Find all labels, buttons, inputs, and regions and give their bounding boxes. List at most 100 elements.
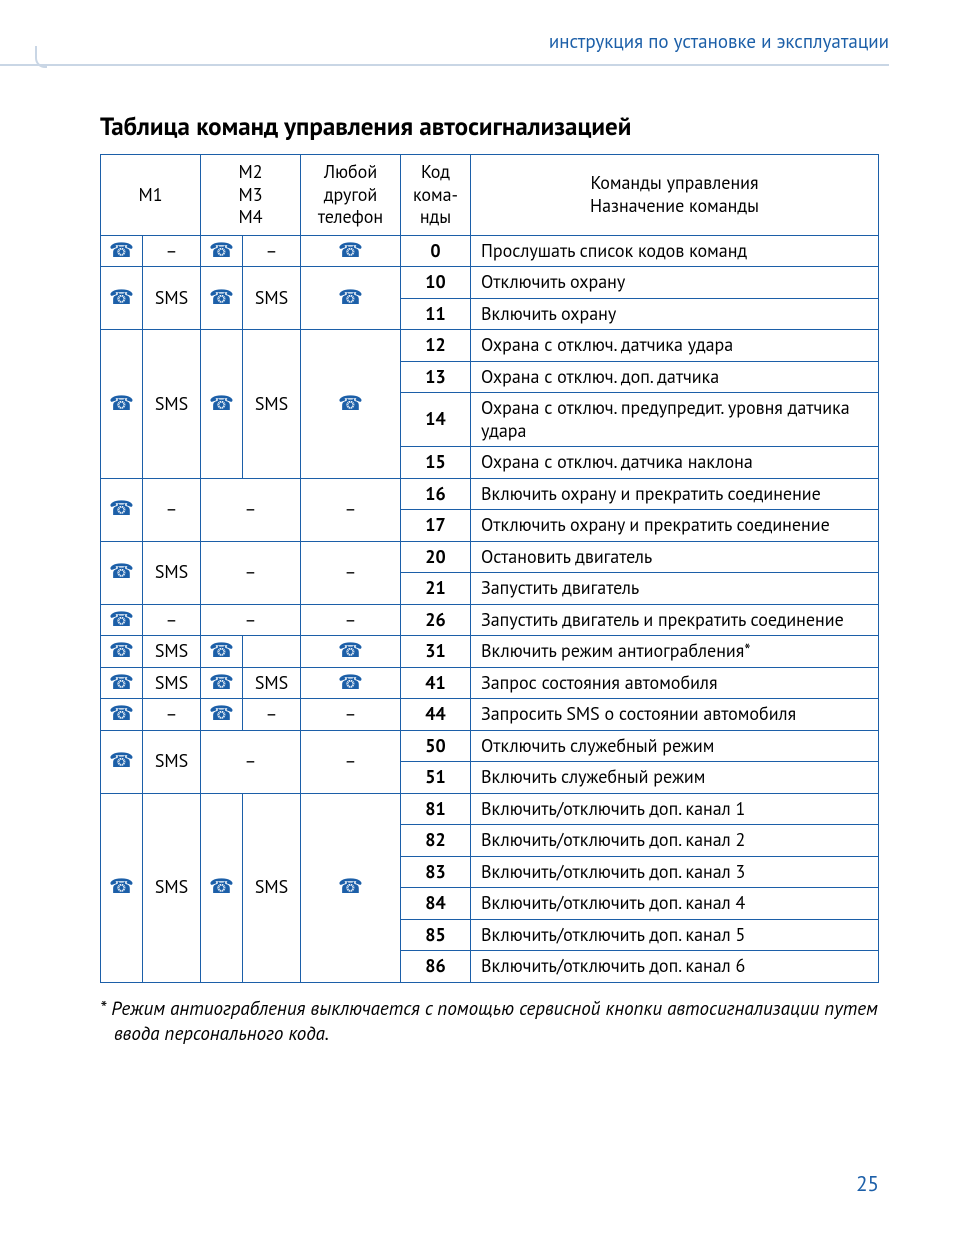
table-row: ☎–☎–☎0Прослушать список кодов команд [101,235,879,267]
th-command: Команды управления Назначение команды [471,155,879,236]
any-phone-cell: – [301,604,401,636]
m1-phone-cell: ☎ [101,604,143,636]
m1-sms-cell: – [143,235,201,267]
m1-sms-cell: SMS [143,267,201,330]
phone-icon: ☎ [209,672,234,692]
command-code: 17 [401,510,471,542]
phone-icon: ☎ [109,640,134,660]
m234-merged-cell: – [201,730,301,793]
m234-sms-cell: – [243,235,301,267]
m1-sms-cell: SMS [143,793,201,982]
m234-sms-cell: SMS [243,793,301,982]
header-rule [0,64,889,66]
command-code: 12 [401,330,471,362]
phone-icon: ☎ [338,393,363,413]
command-desc: Включить/отключить доп. канал 2 [471,825,879,857]
phone-icon: ☎ [109,703,134,723]
any-phone-cell: ☎ [301,330,401,479]
m1-phone-cell: ☎ [101,235,143,267]
command-code: 10 [401,267,471,299]
table-row: ☎–––26Запустить двигатель и прекратить с… [101,604,879,636]
command-desc: Включить/отключить доп. канал 5 [471,919,879,951]
command-desc: Включить/отключить доп. канал 1 [471,793,879,825]
table-header: M1 M2 M3 M4 Любой другой телефон Код ком… [101,155,879,236]
command-desc: Запустить двигатель и прекратить соедине… [471,604,879,636]
command-desc: Прослушать список кодов команд [471,235,879,267]
command-code: 31 [401,636,471,668]
phone-icon: ☎ [338,287,363,307]
m1-phone-cell: ☎ [101,541,143,604]
command-desc: Отключить охрану [471,267,879,299]
command-code: 81 [401,793,471,825]
phone-icon: ☎ [109,240,134,260]
command-code: 83 [401,856,471,888]
command-desc: Запросить SMS о состоянии автомобиля [471,699,879,731]
command-code: 82 [401,825,471,857]
command-code: 21 [401,573,471,605]
m234-merged-cell: – [201,478,301,541]
any-phone-cell: – [301,478,401,541]
m234-sms-cell: – [243,699,301,731]
phone-icon: ☎ [338,640,363,660]
m234-sms-cell: SMS [243,267,301,330]
table-row: ☎–––16Включить охрану и прекратить соеди… [101,478,879,510]
command-code: 15 [401,447,471,479]
phone-icon: ☎ [109,393,134,413]
any-phone-cell: ☎ [301,267,401,330]
command-desc: Включить/отключить доп. канал 4 [471,888,879,920]
command-desc: Включить режим антиограбления* [471,636,879,668]
th-m1: M1 [101,155,201,236]
command-code: 16 [401,478,471,510]
command-code: 84 [401,888,471,920]
phone-icon: ☎ [209,703,234,723]
any-phone-cell: ☎ [301,636,401,668]
phone-icon: ☎ [338,240,363,260]
command-desc: Запрос состояния автомобиля [471,667,879,699]
phone-icon: ☎ [209,640,234,660]
command-desc: Включить служебный режим [471,762,879,794]
m234-sms-cell: SMS [243,330,301,479]
commands-table: M1 M2 M3 M4 Любой другой телефон Код ком… [100,154,879,983]
m1-sms-cell: – [143,478,201,541]
page-content: Таблица команд управления автосигнализац… [100,110,879,1048]
command-code: 0 [401,235,471,267]
command-desc: Охрана с отключ. датчика удара [471,330,879,362]
any-phone-cell: – [301,541,401,604]
m234-phone-cell: ☎ [201,793,243,982]
phone-icon: ☎ [109,672,134,692]
m1-phone-cell: ☎ [101,667,143,699]
phone-icon: ☎ [338,672,363,692]
phone-icon: ☎ [109,750,134,770]
m1-sms-cell: – [143,604,201,636]
command-desc: Включить охрану [471,298,879,330]
m234-phone-cell: ☎ [201,267,243,330]
m1-sms-cell: SMS [143,667,201,699]
phone-icon: ☎ [209,240,234,260]
m234-sms-cell: SMS [243,667,301,699]
m1-phone-cell: ☎ [101,730,143,793]
table-body: ☎–☎–☎0Прослушать список кодов команд☎SMS… [101,235,879,982]
m234-sms-cell [243,636,301,668]
table-row: ☎SMS☎SMS☎12Охрана с отключ. датчика удар… [101,330,879,362]
command-desc: Отключить охрану и прекратить соединение [471,510,879,542]
command-desc: Запустить двигатель [471,573,879,605]
m1-phone-cell: ☎ [101,793,143,982]
th-m234: M2 M3 M4 [201,155,301,236]
command-desc: Включить/отключить доп. канал 6 [471,951,879,983]
m234-merged-cell: – [201,604,301,636]
table-row: ☎SMS☎SMS☎10Отключить охрану [101,267,879,299]
m1-phone-cell: ☎ [101,636,143,668]
command-desc: Охрана с отключ. предупредит. уровня дат… [471,393,879,447]
header-text: инструкция по установке и эксплуатации [0,30,889,54]
command-code: 41 [401,667,471,699]
m1-phone-cell: ☎ [101,699,143,731]
phone-icon: ☎ [109,609,134,629]
any-phone-cell: ☎ [301,235,401,267]
table-row: ☎SMS––50Отключить служебный режим [101,730,879,762]
m234-phone-cell: ☎ [201,667,243,699]
phone-icon: ☎ [109,561,134,581]
page-number: 25 [856,1170,879,1197]
table-row: ☎SMS––20Остановить двигатель [101,541,879,573]
m1-sms-cell: SMS [143,330,201,479]
command-desc: Включить охрану и прекратить соединение [471,478,879,510]
